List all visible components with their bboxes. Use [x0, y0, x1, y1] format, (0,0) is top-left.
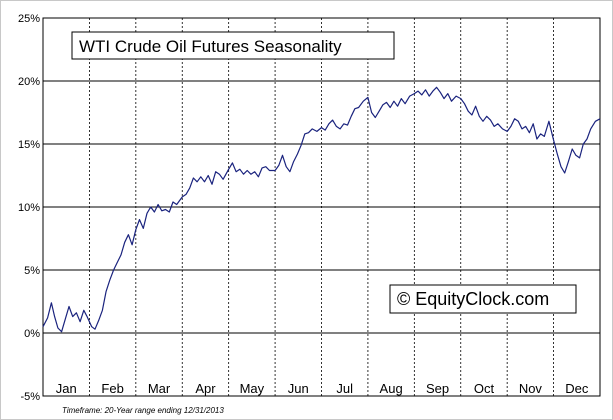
- y-tick-label: 15%: [18, 139, 40, 151]
- x-tick-label-jun: Jun: [288, 381, 309, 396]
- x-tick-label-oct: Oct: [474, 381, 495, 396]
- y-axis-tick-labels: -5% 0% 5% 10% 15% 20% 25%: [18, 13, 40, 403]
- x-tick-label-aug: Aug: [380, 381, 403, 396]
- y-tick-label: -5%: [20, 391, 40, 403]
- x-tick-label-jul: Jul: [336, 381, 353, 396]
- y-tick-label: 0%: [24, 328, 40, 340]
- chart-title-box: WTI Crude Oil Futures Seasonality: [71, 31, 395, 60]
- chart-title: WTI Crude Oil Futures Seasonality: [79, 37, 342, 56]
- watermark-text: © EquityClock.com: [397, 289, 549, 309]
- y-tick-label: 5%: [24, 265, 40, 277]
- x-tick-label-mar: Mar: [148, 381, 171, 396]
- x-tick-label-jan: Jan: [56, 381, 77, 396]
- x-tick-label-apr: Apr: [195, 381, 216, 396]
- x-tick-label-dec: Dec: [565, 381, 589, 396]
- seasonality-line: [42, 86, 601, 333]
- timeframe-footnote: Timeframe: 20-Year range ending 12/31/20…: [62, 406, 224, 415]
- y-tick-label: 20%: [18, 76, 40, 88]
- x-tick-label-sep: Sep: [426, 381, 449, 396]
- month-separators: [89, 18, 554, 396]
- y-tick-label: 10%: [18, 202, 40, 214]
- x-axis-month-labels: Jan Feb Mar Apr May Jun Jul Aug Sep Oct Nov Dec: [56, 381, 589, 396]
- x-tick-label-nov: Nov: [519, 381, 543, 396]
- x-tick-label-feb: Feb: [101, 381, 123, 396]
- x-tick-label-may: May: [240, 381, 265, 396]
- watermark-box: © EquityClock.com: [389, 284, 577, 314]
- y-tick-label: 25%: [18, 13, 40, 25]
